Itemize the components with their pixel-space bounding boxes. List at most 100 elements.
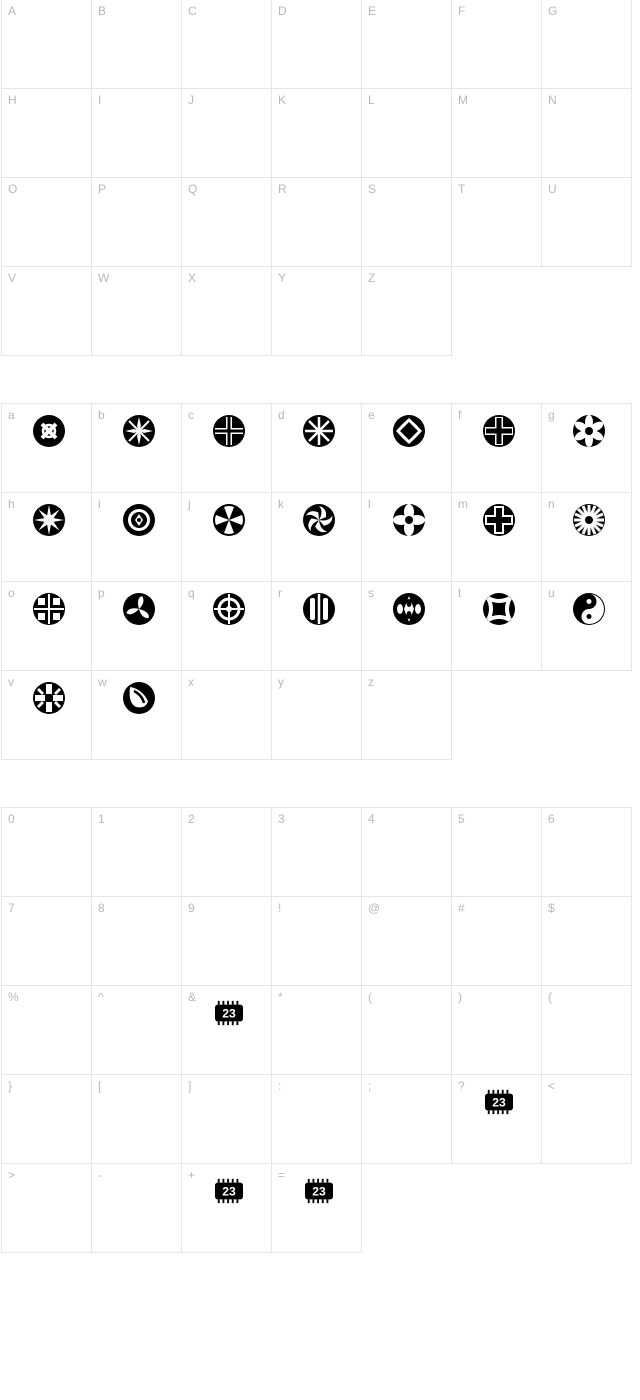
charmap-cell[interactable]: h <box>1 492 92 582</box>
charmap-cell[interactable]: q <box>181 581 272 671</box>
charmap-cell[interactable]: b <box>91 403 182 493</box>
charmap-cell[interactable]: < <box>541 1074 632 1164</box>
cell-label: t <box>458 586 461 600</box>
charmap-cell[interactable]: 3 <box>271 807 362 897</box>
charmap-cell[interactable]: C <box>181 0 272 89</box>
charmap-cell[interactable]: & <box>181 985 272 1075</box>
charmap-cell[interactable]: * <box>271 985 362 1075</box>
charmap-cell[interactable]: P <box>91 177 182 267</box>
charmap-cell[interactable]: O <box>1 177 92 267</box>
charmap-cell[interactable]: 8 <box>91 896 182 986</box>
charmap-cell[interactable]: 9 <box>181 896 272 986</box>
charmap-cell[interactable]: ! <box>271 896 362 986</box>
cell-label: O <box>8 182 17 196</box>
charmap-cell[interactable]: N <box>541 88 632 178</box>
charmap-cell[interactable]: L <box>361 88 452 178</box>
charmap-cell[interactable]: s <box>361 581 452 671</box>
charmap-cell[interactable]: ^ <box>91 985 182 1075</box>
ornament-a-icon <box>30 412 68 450</box>
cell-label: j <box>188 497 191 511</box>
charmap-cell[interactable]: A <box>1 0 92 89</box>
charmap-cell[interactable]: ) <box>451 985 542 1075</box>
charmap-cell[interactable]: i <box>91 492 182 582</box>
charmap-cell[interactable]: ? <box>451 1074 542 1164</box>
charmap-cell[interactable]: X <box>181 266 272 356</box>
charmap-cell[interactable]: 4 <box>361 807 452 897</box>
charmap-cell[interactable]: J <box>181 88 272 178</box>
charmap-cell[interactable]: S <box>361 177 452 267</box>
charmap-cell[interactable]: 1 <box>91 807 182 897</box>
cell-label: A <box>8 4 16 18</box>
charmap-cell[interactable]: K <box>271 88 362 178</box>
charmap-cell[interactable]: m <box>451 492 542 582</box>
ornament-f-icon <box>480 412 518 450</box>
charmap-cell[interactable]: r <box>271 581 362 671</box>
cell-label: R <box>278 182 287 196</box>
charmap-cell[interactable]: W <box>91 266 182 356</box>
charmap-cell[interactable]: ; <box>361 1074 452 1164</box>
charmap-cell[interactable]: = <box>271 1163 362 1253</box>
charmap-cell[interactable]: w <box>91 670 182 760</box>
charmap-cell[interactable]: @ <box>361 896 452 986</box>
charmap-cell[interactable]: U <box>541 177 632 267</box>
charmap-cell[interactable]: d <box>271 403 362 493</box>
charmap-cell[interactable]: a <box>1 403 92 493</box>
charmap-cell[interactable]: 5 <box>451 807 542 897</box>
charmap-cell[interactable]: c <box>181 403 272 493</box>
charmap-cell[interactable]: u <box>541 581 632 671</box>
charmap-cell[interactable]: I <box>91 88 182 178</box>
charmap-cell[interactable]: T <box>451 177 542 267</box>
charmap-cell[interactable]: y <box>271 670 362 760</box>
charmap-cell[interactable]: ] <box>181 1074 272 1164</box>
cell-label: % <box>8 990 19 1004</box>
charmap-cell[interactable]: F <box>451 0 542 89</box>
charmap-cell[interactable]: - <box>91 1163 182 1253</box>
charmap-cell[interactable]: # <box>451 896 542 986</box>
charmap-cell[interactable]: { <box>541 985 632 1075</box>
cell-label: Y <box>278 271 286 285</box>
charmap-cell[interactable]: 6 <box>541 807 632 897</box>
charmap-cell[interactable]: ( <box>361 985 452 1075</box>
charmap-cell[interactable]: + <box>181 1163 272 1253</box>
charmap-cell[interactable]: n <box>541 492 632 582</box>
charmap-cell[interactable]: t <box>451 581 542 671</box>
charmap-cell[interactable]: G <box>541 0 632 89</box>
cell-label: { <box>548 990 552 1004</box>
charmap-cell[interactable]: 2 <box>181 807 272 897</box>
charmap-cell[interactable]: > <box>1 1163 92 1253</box>
charmap-cell[interactable]: v <box>1 670 92 760</box>
charmap-cell[interactable]: M <box>451 88 542 178</box>
charmap-cell[interactable]: V <box>1 266 92 356</box>
cell-label: k <box>278 497 284 511</box>
charmap-grid: abcdefg hij k lmn op qrst u vwx yz <box>2 404 640 760</box>
charmap-cell[interactable]: H <box>1 88 92 178</box>
charmap-cell[interactable]: Q <box>181 177 272 267</box>
charmap-cell[interactable]: Y <box>271 266 362 356</box>
charmap-cell[interactable]: z <box>361 670 452 760</box>
cell-label: 2 <box>188 812 195 826</box>
charmap-cell[interactable]: D <box>271 0 362 89</box>
charmap-cell[interactable]: k <box>271 492 362 582</box>
charmap-cell[interactable]: Z <box>361 266 452 356</box>
cell-label: p <box>98 586 105 600</box>
charmap-cell[interactable]: % <box>1 985 92 1075</box>
charmap-cell[interactable]: [ <box>91 1074 182 1164</box>
charmap-cell[interactable]: 0 <box>1 807 92 897</box>
cell-label: B <box>98 4 106 18</box>
charmap-cell[interactable]: } <box>1 1074 92 1164</box>
charmap-cell[interactable]: 7 <box>1 896 92 986</box>
charmap-cell[interactable]: B <box>91 0 182 89</box>
charmap-cell[interactable]: p <box>91 581 182 671</box>
charmap-cell[interactable]: x <box>181 670 272 760</box>
charmap-cell[interactable]: g <box>541 403 632 493</box>
charmap-cell[interactable]: j <box>181 492 272 582</box>
charmap-cell[interactable]: f <box>451 403 542 493</box>
charmap-cell[interactable]: E <box>361 0 452 89</box>
charmap-cell[interactable]: o <box>1 581 92 671</box>
charmap-cell[interactable]: l <box>361 492 452 582</box>
charmap-cell[interactable]: : <box>271 1074 362 1164</box>
charmap-cell[interactable]: R <box>271 177 362 267</box>
cell-label: x <box>188 675 194 689</box>
charmap-cell[interactable]: $ <box>541 896 632 986</box>
charmap-cell[interactable]: e <box>361 403 452 493</box>
